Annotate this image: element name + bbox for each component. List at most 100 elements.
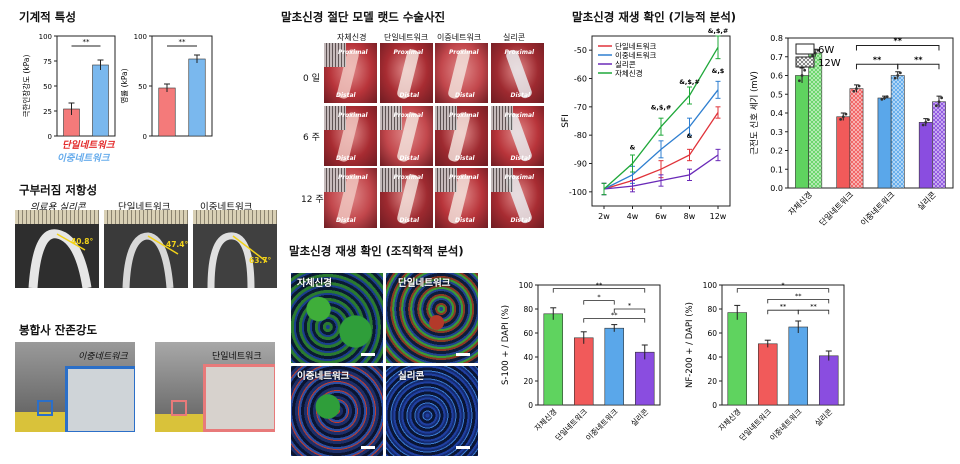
surgery-photo: Proximal Distal (490, 43, 544, 103)
bar (158, 87, 176, 137)
proximal-label: Proximal (338, 49, 368, 56)
y-tick-label: 40 (707, 353, 717, 362)
y-tick-label: -100 (569, 188, 587, 197)
bar (543, 313, 564, 406)
bar (188, 58, 206, 137)
scale-ruler (490, 168, 513, 192)
mechanical-title: 기계적 특성 (19, 10, 76, 24)
bar (918, 122, 933, 189)
proximal-label: Proximal (338, 174, 368, 181)
surgery-photo: Proximal Distal (490, 105, 544, 166)
sig-label: ** (83, 38, 91, 46)
y-tick-label: 40 (523, 353, 533, 362)
surgery-col-silicone: 실리콘 (503, 33, 526, 42)
y-tick-label: 0 (143, 133, 147, 141)
bar (836, 116, 851, 189)
sig-label: ** (914, 55, 923, 64)
data-point (896, 74, 900, 77)
data-point (937, 100, 941, 104)
y-tick-label: 0.3 (770, 128, 783, 137)
x-tick-label: 자체신경 (716, 406, 743, 433)
data-point (855, 87, 858, 91)
bending-photo-double: 63.7° (193, 210, 277, 288)
y-axis-label: 근전도 신호 세기 (mV) (749, 71, 760, 155)
y-tick-label: 0.8 (770, 34, 783, 43)
distal-label: Distal (510, 217, 531, 224)
data-point (841, 115, 845, 119)
surgery-photo: Proximal Distal (324, 43, 377, 103)
scale-ruler (490, 105, 513, 130)
surgery-col-double: 이중네트워크 (437, 33, 482, 42)
bar (604, 327, 625, 406)
distal-label: Distal (510, 154, 531, 162)
y-tick-label: -90 (574, 160, 587, 169)
histology-label: 단일네트워크 (398, 278, 451, 289)
sig-label: ** (894, 37, 903, 46)
sig-bracket (736, 288, 830, 293)
sig-bracket (855, 63, 899, 70)
x-tick-label: 4w (627, 212, 639, 221)
bar (634, 351, 655, 406)
surgery-row-day0: 0 일 (303, 74, 320, 84)
y-tick-label: 60 (707, 329, 717, 338)
y-tick-label: 0.0 (770, 184, 783, 193)
bar (573, 337, 594, 406)
scale-bar (361, 446, 375, 449)
y-tick-label: 0.2 (770, 147, 783, 156)
x-tick-label: 이중네트워크 (767, 406, 803, 442)
data-point (857, 84, 861, 88)
y-tick-label: 100 (134, 33, 147, 41)
histology-image-grid: 자체신경 단일네트워크 이중네트워크 실리콘 (291, 273, 479, 457)
surgery-title: 말초신경 절단 모델 랫드 수술사진 (281, 10, 446, 24)
legend-label: 자체신경 (615, 68, 643, 78)
x-tick-label: 12w (710, 212, 727, 221)
distal-label: Distal (455, 92, 475, 99)
bar (818, 355, 839, 406)
sig-label: ** (611, 311, 618, 319)
bar (757, 343, 778, 406)
data-point (800, 74, 804, 77)
y-tick-label: 0 (712, 401, 717, 410)
sig-bracket (583, 300, 615, 305)
x-tick-label: 자체신경 (786, 189, 814, 217)
proximal-label: Proximal (393, 174, 424, 181)
sig-label: ** (179, 38, 187, 46)
distal-label: Distal (455, 154, 475, 162)
x-tick-label: 6w (655, 212, 667, 221)
y-tick-label: 0.5 (770, 90, 783, 99)
y-tick-label: 0.6 (770, 72, 783, 81)
surgery-photo: Proximal Distal (490, 168, 544, 228)
plot-frame (537, 284, 661, 406)
histology-image: 이중네트워크 (291, 366, 383, 456)
scale-ruler (379, 168, 402, 192)
plot-frame (721, 284, 845, 406)
sig-label: ** (780, 303, 787, 311)
bar (932, 101, 946, 189)
surgery-col-single: 단일네트워크 (384, 33, 429, 42)
data-point (797, 79, 801, 83)
surgery-row-week12: 12 주 (301, 195, 324, 205)
data-point (803, 68, 807, 72)
histology-image: 단일네트워크 (386, 273, 478, 363)
legend-label: 6W (818, 45, 834, 56)
scale-bar (456, 353, 470, 356)
sig-annotation: &,$,# (651, 104, 672, 112)
y-axis-label: SFI (561, 114, 571, 128)
legend-label: 단일네트워크 (615, 41, 656, 51)
data-point (844, 112, 848, 116)
y-axis-label: 영률 (kPa) (119, 68, 129, 103)
y-tick-label: 0 (528, 401, 533, 410)
x-tick-label: 실리콘 (628, 406, 650, 428)
x-tick-label: 자체신경 (532, 406, 559, 433)
data-point (883, 96, 886, 100)
surgery-photo: Proximal Distal (324, 168, 377, 228)
distal-label: Distal (336, 92, 356, 99)
y-axis-label: 극한인장강도 (kPa) (21, 55, 31, 118)
y-tick-label: 80 (523, 305, 533, 314)
functional-title: 말초신경 재생 확인 (기능적 분석) (572, 10, 737, 24)
y-tick-label: 20 (707, 377, 717, 386)
bar (92, 64, 109, 137)
data-point (885, 95, 889, 99)
histology-image: 실리콘 (386, 366, 478, 456)
data-point (811, 54, 814, 58)
